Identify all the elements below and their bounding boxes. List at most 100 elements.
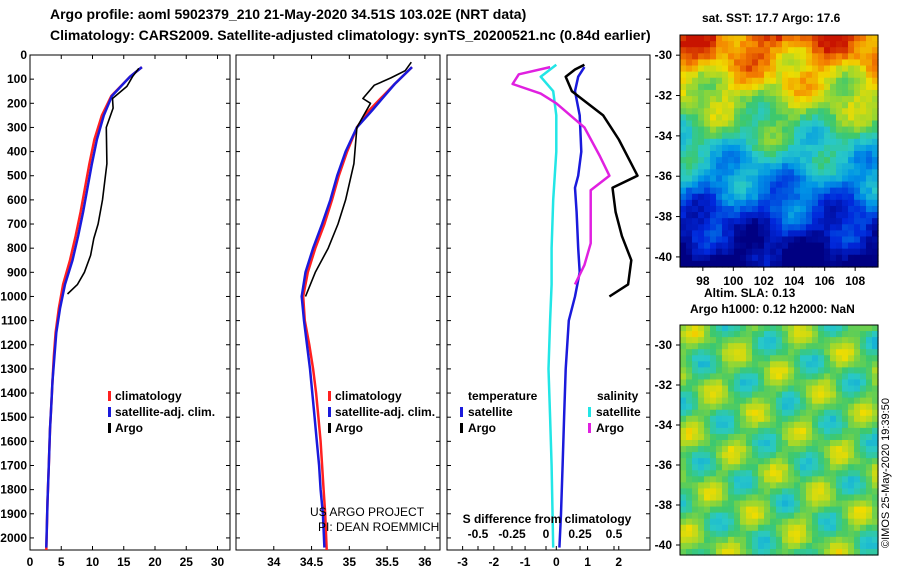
sst-map-cell [866,65,873,73]
sla-map-cell [854,488,861,496]
sla-map-cell [812,518,819,526]
sst-lon-tick-label: 104 [784,274,804,288]
sla-map-cell [764,361,771,368]
sla-map-cell [800,379,807,387]
sst-map-cell [806,47,813,54]
sla-map-cell [860,355,867,362]
sst-map-cell [746,120,753,128]
sst-map-cell [848,254,855,262]
sla-map-cell [686,470,693,477]
sla-map-cell [722,488,729,496]
sst-map-cell [848,120,855,128]
sst-map-cell [854,102,861,109]
sla-map-cell [740,464,747,471]
sst-lon-tick-label: 108 [845,274,865,288]
sst-map-cell [722,132,729,140]
sla-map-cell [776,518,783,526]
sla-map-cell [698,542,705,550]
sst-map-cell [770,96,777,103]
sla-map-cell [776,433,783,441]
sst-map-cell [854,59,861,67]
sla-map-cell [830,415,837,423]
sla-map-cell [854,452,861,459]
sla-map-cell [698,518,705,526]
sst-map-cell [782,151,789,158]
sst-map-cell [830,187,837,195]
sst-map-cell [812,212,819,219]
sla-map-cell [746,397,753,405]
sla-map-cell [842,385,849,393]
sst-map-cell [704,83,711,91]
sla-map-cell [722,373,729,381]
sst-map-cell [836,181,843,189]
diff-tick-label-lower: -0.5 [468,527,489,541]
sla-map-cell [854,476,861,483]
sst-map-cell [806,41,813,48]
sla-map-cell [836,542,843,550]
sla-map-cell [680,464,687,471]
sst-map-cell [770,108,777,115]
sla-map-cell [788,385,795,393]
sla-map-cell [800,427,807,435]
sst-map-cell [722,126,729,134]
sla-map-cell [836,476,843,483]
sst-map-cell [758,89,765,97]
diff-tick-label-upper: -1 [520,555,531,569]
sst-map-cell [710,163,717,170]
sla-map-cell [686,524,693,532]
sst-map-cell [692,138,699,146]
diff-legend-label: Argo [468,421,496,435]
sst-map-cell [854,193,861,201]
sla-map-cell [758,494,765,502]
sla-map-cell [698,506,705,514]
sst-map-cell [830,163,837,170]
salinity-legend-swatch [328,423,331,433]
sla-map-cell [746,470,753,477]
sst-map-cell [860,144,867,152]
sst-map-cell [866,248,873,256]
sla-map-cell [836,415,843,423]
sst-map-cell [764,193,771,201]
sla-map-cell [800,542,807,550]
sst-map-cell [710,212,717,219]
sst-map-cell [692,248,699,256]
sst-map-cell [704,53,711,61]
sla-map-cell [854,391,861,399]
sla-map-cell [812,542,819,550]
sla-map-cell [716,536,723,544]
sla-map-cell [692,548,699,556]
sla-map-cell [716,482,723,490]
sst-map-cell [692,181,699,189]
sst-map-cell [686,254,693,262]
sst-map-cell [872,144,879,152]
sla-map-cell [842,446,849,453]
credit-pi: PI: DEAN ROEMMICH [318,520,439,534]
sla-map-cell [698,337,705,344]
sla-map-cell [698,458,705,465]
sla-map-cell [728,325,735,332]
sst-map-cell [704,144,711,152]
sst-map-cell [752,114,759,122]
sla-map-cell [686,433,693,441]
sst-map-cell [740,236,747,244]
sla-map-cell [746,482,753,490]
salinity-legend-label: satellite-adj. clim. [335,405,435,419]
sst-map-cell [806,53,813,61]
sst-map-cell [734,59,741,67]
depth-tick-label: 1800 [0,483,27,497]
sla-map-cell [860,500,867,508]
sst-map-cell [794,193,801,201]
sla-map-cell [776,409,783,417]
sst-map-cell [860,71,867,79]
sla-map-cell [842,452,849,459]
sst-map-cell [698,199,705,207]
sst-map-cell [698,212,705,219]
sla-map-cell [680,494,687,502]
sst-map-cell [830,65,837,73]
sst-map-cell [704,242,711,250]
sst-map-cell [866,157,873,164]
x-tick-label: 36 [418,555,432,569]
sla-map-cell [866,343,873,350]
sst-map-cell [848,83,855,91]
sst-map-cell [818,71,825,79]
